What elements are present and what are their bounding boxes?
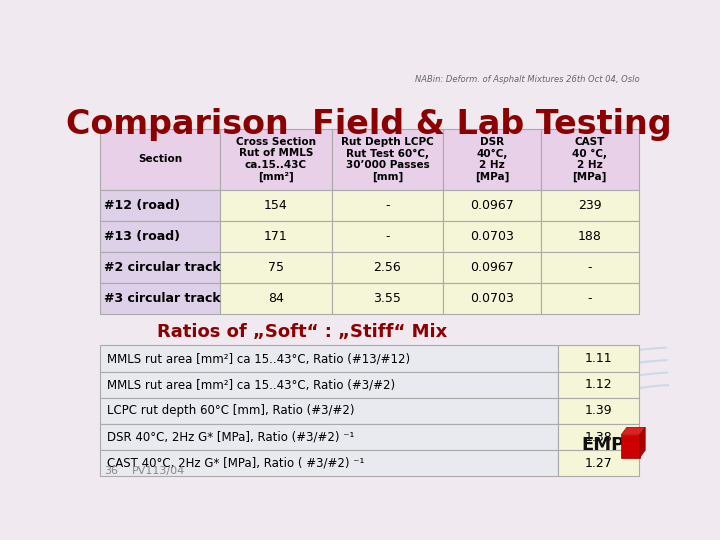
Polygon shape: [639, 427, 645, 458]
Bar: [100, 283, 220, 314]
Bar: [220, 221, 332, 252]
Text: 1.38: 1.38: [584, 430, 612, 444]
Text: MMLS rut area [mm²] ca 15..43°C, Ratio (#3/#2): MMLS rut area [mm²] ca 15..43°C, Ratio (…: [107, 378, 395, 392]
Bar: [100, 424, 557, 450]
Bar: [444, 221, 541, 252]
Bar: [100, 398, 557, 424]
Text: -: -: [385, 230, 390, 243]
Bar: [332, 190, 444, 221]
Text: -: -: [588, 292, 592, 305]
Text: 1.11: 1.11: [584, 352, 612, 365]
Text: CAST 40°C, 2Hz G* [MPa], Ratio ( #3/#2) ⁻¹: CAST 40°C, 2Hz G* [MPa], Ratio ( #3/#2) …: [107, 457, 364, 470]
Bar: [444, 190, 541, 221]
Text: -: -: [385, 199, 390, 212]
Bar: [541, 252, 639, 283]
Bar: [332, 221, 444, 252]
Bar: [100, 450, 557, 476]
Bar: [220, 283, 332, 314]
Text: NABin: Deform. of Asphalt Mixtures 26th Oct 04, Oslo: NABin: Deform. of Asphalt Mixtures 26th …: [415, 75, 639, 84]
Text: EMPA: EMPA: [581, 436, 636, 454]
Bar: [100, 221, 220, 252]
Text: Comparison  Field & Lab Testing: Comparison Field & Lab Testing: [66, 109, 672, 141]
Text: 75: 75: [268, 261, 284, 274]
Text: 2.56: 2.56: [374, 261, 401, 274]
Bar: [541, 190, 639, 221]
Bar: [220, 252, 332, 283]
Text: Rut Depth LCPC
Rut Test 60°C,
30’000 Passes
[mm]: Rut Depth LCPC Rut Test 60°C, 30’000 Pas…: [341, 137, 433, 182]
Bar: [100, 190, 220, 221]
Bar: [444, 252, 541, 283]
Polygon shape: [621, 435, 639, 458]
Bar: [541, 221, 639, 252]
Text: Ratios of „Soft“ : „Stiff“ Mix: Ratios of „Soft“ : „Stiff“ Mix: [157, 322, 447, 341]
Text: 188: 188: [577, 230, 602, 243]
Polygon shape: [621, 427, 645, 435]
Bar: [557, 398, 639, 424]
Text: -: -: [588, 261, 592, 274]
Text: 84: 84: [268, 292, 284, 305]
Text: DSR
40°C,
2 Hz
[MPa]: DSR 40°C, 2 Hz [MPa]: [475, 137, 509, 182]
Text: 0.0967: 0.0967: [470, 199, 514, 212]
Text: 1.12: 1.12: [584, 378, 612, 392]
Text: 3.55: 3.55: [374, 292, 401, 305]
Text: #13 (road): #13 (road): [104, 230, 180, 243]
Bar: [220, 190, 332, 221]
Text: Cross Section
Rut of MMLS
ca.15..43C
[mm²]: Cross Section Rut of MMLS ca.15..43C [mm…: [236, 137, 316, 182]
Text: LCPC rut depth 60°C [mm], Ratio (#3/#2): LCPC rut depth 60°C [mm], Ratio (#3/#2): [107, 404, 354, 417]
Text: 1.27: 1.27: [584, 457, 612, 470]
Text: #3 circular track: #3 circular track: [104, 292, 220, 305]
Bar: [100, 346, 557, 372]
Bar: [332, 252, 444, 283]
Bar: [557, 450, 639, 476]
Text: 0.0967: 0.0967: [470, 261, 514, 274]
Bar: [100, 372, 557, 398]
Text: 0.0703: 0.0703: [470, 230, 514, 243]
Text: #2 circular track: #2 circular track: [104, 261, 221, 274]
Text: 36: 36: [104, 465, 118, 476]
Text: 154: 154: [264, 199, 288, 212]
Bar: [220, 129, 332, 190]
Text: #12 (road): #12 (road): [104, 199, 180, 212]
Bar: [332, 283, 444, 314]
Bar: [444, 129, 541, 190]
Bar: [557, 372, 639, 398]
Bar: [557, 424, 639, 450]
Bar: [332, 129, 444, 190]
Bar: [444, 283, 541, 314]
Text: 1.39: 1.39: [584, 404, 612, 417]
Text: 239: 239: [578, 199, 601, 212]
Text: CAST
40 °C,
2 Hz
[MPa]: CAST 40 °C, 2 Hz [MPa]: [572, 137, 607, 182]
Text: DSR 40°C, 2Hz G* [MPa], Ratio (#3/#2) ⁻¹: DSR 40°C, 2Hz G* [MPa], Ratio (#3/#2) ⁻¹: [107, 430, 354, 444]
Bar: [100, 129, 220, 190]
Text: Section: Section: [138, 154, 182, 164]
Bar: [100, 252, 220, 283]
Text: MMLS rut area [mm²] ca 15..43°C, Ratio (#13/#12): MMLS rut area [mm²] ca 15..43°C, Ratio (…: [107, 352, 410, 365]
Bar: [557, 346, 639, 372]
Bar: [541, 129, 639, 190]
Bar: [541, 283, 639, 314]
Text: PV113/04: PV113/04: [132, 465, 185, 476]
Text: 0.0703: 0.0703: [470, 292, 514, 305]
Text: 171: 171: [264, 230, 288, 243]
